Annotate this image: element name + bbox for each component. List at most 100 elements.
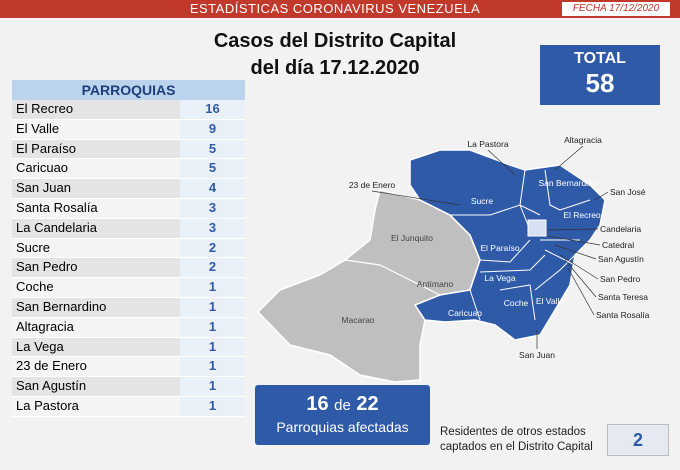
parish-count: 9 [180,119,245,139]
of: de [334,397,351,414]
map-label: Macarao [341,315,374,325]
parish-name: Santa Rosalía [16,199,98,215]
map-label: El Paraíso [480,243,519,253]
parish-name: 23 de Enero [16,358,87,374]
parish-name: Altagracia [16,318,74,334]
map-label: 23 de Enero [349,180,396,190]
table-row: San Agustín 1 [12,377,245,397]
residents-text: Residentes de otros estados captados en … [440,425,593,455]
map-label: Sucre [471,196,493,206]
table-row: San Bernardino 1 [12,297,245,318]
map-label: El Junquito [391,233,433,243]
summary-label: Parroquias afectadas [276,419,409,435]
parish-count: 1 [180,377,245,396]
parish-count: 1 [180,297,245,317]
parish-name: El Paraíso [16,140,76,156]
table-row: 23 de Enero 1 [12,357,245,378]
total-box: TOTAL 58 [540,45,660,105]
map-label: Antímano [417,279,454,289]
leader-line [554,244,597,260]
map-label: San Pedro [600,274,640,284]
map-region-east [409,149,606,341]
table-row: La Candelaria 3 [12,218,245,239]
header-date: FECHA 17/12/2020 [562,2,670,16]
table-row: Coche 1 [12,278,245,298]
map-label: San Agustín [598,254,644,264]
parish-count: 2 [180,238,245,258]
parish-name: La Vega [16,338,64,354]
leader-line [547,228,599,231]
residents-value: 2 [607,424,669,456]
residents-line: captados en el Distrito Capital [440,441,593,453]
map-label: Altagracia [564,135,602,145]
map-label: San José [610,187,646,197]
parish-name: La Candelaria [16,219,97,235]
leader-line [564,259,597,298]
leader-line [594,191,609,201]
table-row: San Pedro 2 [12,258,245,279]
top-bar [0,0,680,18]
parish-name: El Recreo [16,101,74,116]
table-row: La Vega 1 [12,337,245,358]
map-label: Catedral [602,240,634,250]
parish-name: San Bernardino [16,298,107,314]
table: PARROQUIAS El Recreo 16 El Valle 9 El Paraís… [12,80,245,417]
header-title: ESTADÍSTICAS CORONAVIRUS VENEZUELA [189,1,481,16]
map-label: El Valle [536,296,564,306]
parish-count: 3 [180,198,245,218]
leader-line [371,190,461,206]
summary-box: 16 de 22 Parroquias afectadas [255,385,430,445]
table-row: La Pastora 1 [12,396,245,417]
map-label: Caricuao [448,308,482,318]
parish-count: 1 [180,278,245,297]
leader-line [487,149,516,176]
parish-count: 1 [180,317,245,337]
residents-line: Residentes de otros estados [440,426,586,438]
leader-line [559,254,599,280]
parish-name: La Pastora [16,397,79,413]
table-header: PARROQUIAS [12,80,245,100]
parish-name: El Valle [16,120,60,136]
total-parishes: 22 [356,393,379,415]
affected: 16 [306,393,329,415]
map-label: La Pastora [467,139,508,149]
map-label: Candelaria [600,224,641,234]
parish-name: Coche [16,279,54,295]
leader-line [567,267,595,316]
parish-count: 4 [180,179,245,198]
table-row: Santa Rosalía 3 [12,198,245,219]
parish-count: 16 [180,100,245,119]
parish-count: 1 [180,337,245,357]
leader-line [547,235,601,246]
parish-count: 1 [180,357,245,377]
parish-count: 5 [180,139,245,159]
table-row: Caricuao 5 [12,159,245,180]
leader-line [554,145,584,171]
map-label: La Vega [484,273,515,283]
parish-count: 1 [180,396,245,416]
table-row: El Valle 9 [12,119,245,140]
title: Casos del Distrito Capital [213,30,457,52]
table-row: Sucre 2 [12,238,245,259]
table-row: El Recreo 16 [12,100,245,120]
table-row: San Juan 4 [12,179,245,199]
table-row: El Paraíso 5 [12,139,245,160]
parish-count: 2 [180,258,245,278]
map-label: San Juan [519,350,555,360]
parish-name: Caricuao [16,160,69,176]
title: del día 17.12.2020 [250,57,420,79]
map-label: Coche [504,298,529,308]
parish-name: San Agustín [16,378,87,394]
total-value: 58 [585,68,615,98]
parish-name: San Juan [16,180,71,196]
map-label: San Bernardino [538,178,597,188]
total-label: TOTAL [574,50,626,67]
parish-count: 3 [180,218,245,238]
map-label: El Recreo [563,210,601,220]
parish-count: 5 [180,159,245,179]
map-label: Santa Teresa [598,292,648,302]
parish-name: San Pedro [16,259,78,275]
map-label: Santa Rosalía [596,310,650,320]
